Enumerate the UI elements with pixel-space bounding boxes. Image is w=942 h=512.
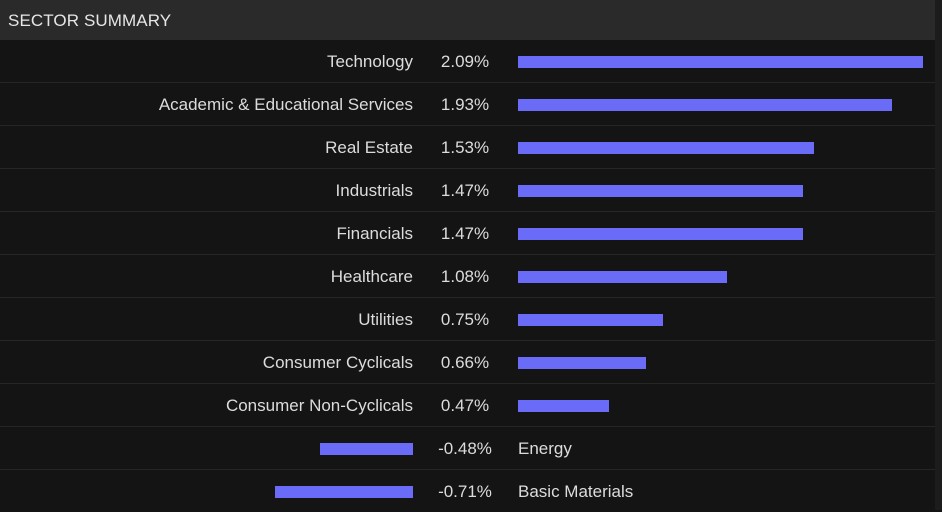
sector-value: 1.47%	[440, 181, 490, 200]
sector-label: Basic Materials	[518, 482, 634, 501]
sector-bar	[518, 314, 664, 326]
sector-row[interactable]: Financials 1.47%	[0, 211, 935, 254]
sector-value: 1.08%	[440, 267, 490, 286]
sector-rows: Technology 2.09% Academic & Educational Se…	[0, 40, 935, 512]
sector-row[interactable]: Basic Materials -0.71%	[0, 469, 935, 512]
sector-value: 2.09%	[440, 52, 490, 71]
sector-label: Energy	[518, 439, 572, 458]
sector-bar	[518, 56, 923, 68]
sector-row[interactable]: Energy -0.48%	[0, 426, 935, 469]
sector-value: 1.53%	[440, 138, 490, 157]
sector-value: 0.75%	[440, 310, 490, 329]
sector-value: 1.47%	[440, 224, 490, 243]
sector-value: -0.71%	[438, 482, 492, 501]
sector-row[interactable]: Academic & Educational Services 1.93%	[0, 82, 935, 125]
sector-row[interactable]: Utilities 0.75%	[0, 297, 935, 340]
sector-label: Technology	[326, 52, 413, 71]
sector-label: Financials	[336, 224, 413, 243]
sector-value: 1.93%	[440, 95, 490, 114]
panel-header: SECTOR SUMMARY	[0, 0, 935, 40]
sector-label: Consumer Cyclicals	[262, 353, 413, 372]
sector-value: 0.66%	[440, 353, 490, 372]
panel-title: SECTOR SUMMARY	[8, 11, 172, 30]
sector-value: -0.48%	[438, 439, 492, 458]
sector-bar	[518, 400, 610, 412]
sector-row[interactable]: Consumer Cyclicals 0.66%	[0, 340, 935, 383]
sector-bar	[518, 185, 803, 197]
sector-label: Real Estate	[325, 138, 413, 157]
sector-bar	[518, 142, 815, 154]
sector-label: Healthcare	[330, 267, 413, 286]
scrollbar-track[interactable]	[935, 0, 942, 510]
sector-bar	[518, 228, 803, 240]
sector-label: Consumer Non-Cyclicals	[225, 396, 413, 415]
sector-bar	[275, 486, 413, 498]
sector-bar	[518, 271, 728, 283]
sector-bar	[319, 443, 413, 455]
sector-value: 0.47%	[440, 396, 490, 415]
sector-bar	[518, 99, 892, 111]
sector-row[interactable]: Healthcare 1.08%	[0, 254, 935, 297]
sector-label: Utilities	[358, 310, 413, 329]
sector-label: Industrials	[335, 181, 413, 200]
sector-bar	[518, 357, 646, 369]
sector-row[interactable]: Consumer Non-Cyclicals 0.47%	[0, 383, 935, 426]
sector-label: Academic & Educational Services	[158, 95, 413, 114]
sector-row[interactable]: Real Estate 1.53%	[0, 125, 935, 168]
sector-row[interactable]: Technology 2.09%	[0, 40, 935, 82]
sector-row[interactable]: Industrials 1.47%	[0, 168, 935, 211]
